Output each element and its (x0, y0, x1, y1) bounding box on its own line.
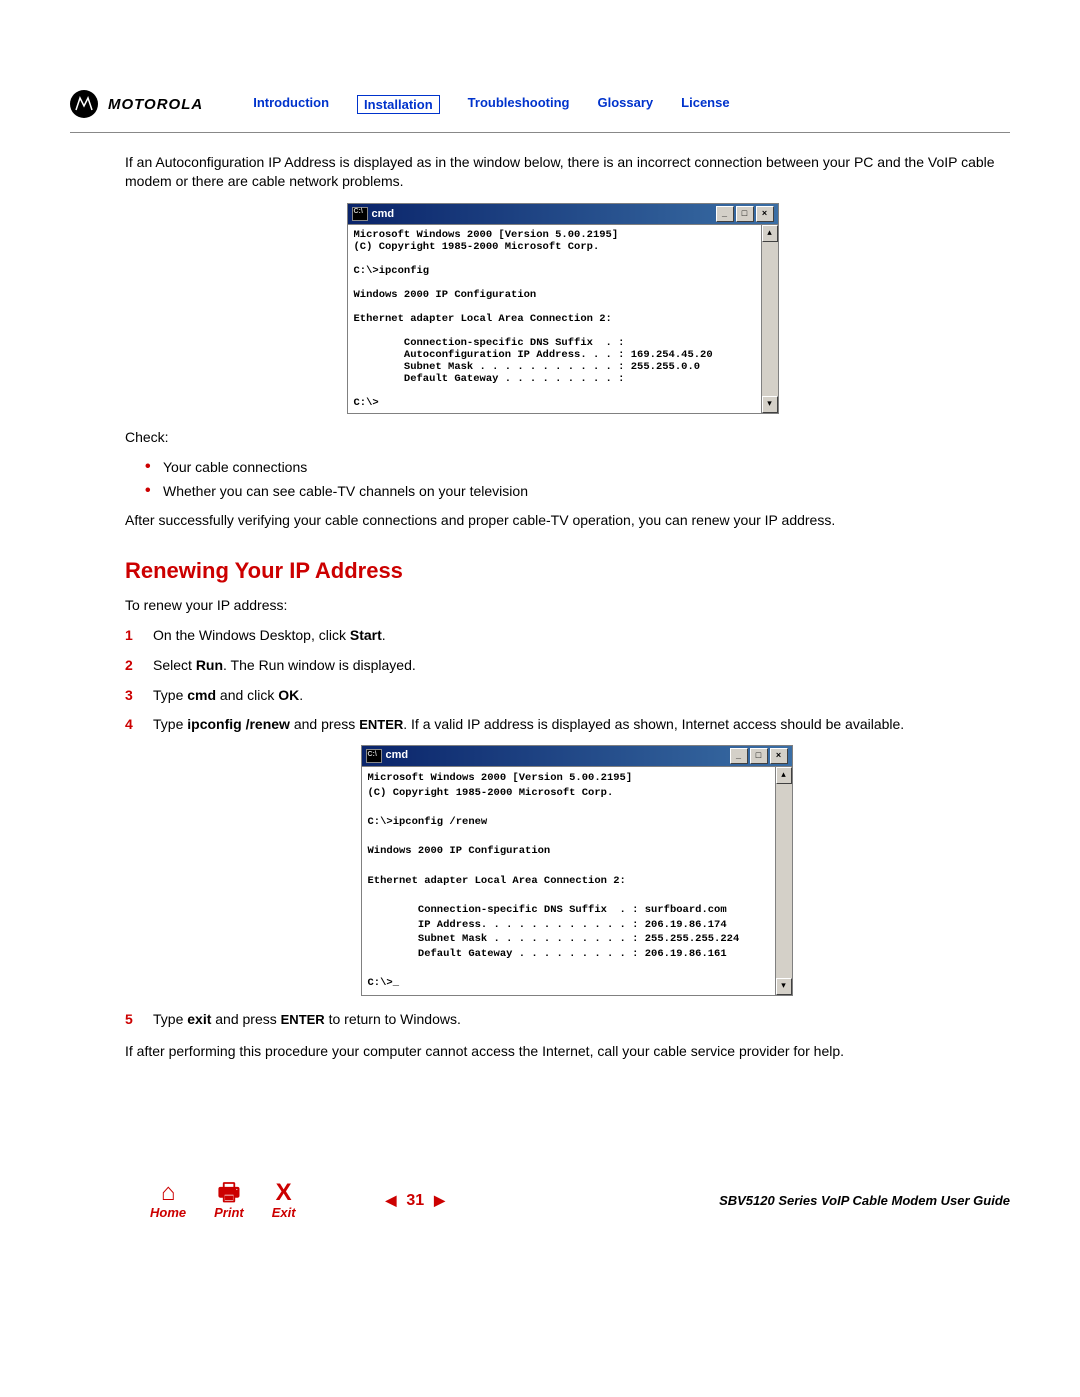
exit-button[interactable]: X Exit (272, 1181, 296, 1220)
header-divider (70, 132, 1010, 133)
maximize-button[interactable]: □ (750, 748, 768, 764)
step-2: Select Run. The Run window is displayed. (125, 656, 1000, 676)
home-icon: ⌂ (161, 1181, 176, 1205)
prev-page-button[interactable]: ◀ (386, 1192, 397, 1209)
nav-introduction[interactable]: Introduction (253, 95, 329, 114)
cmd-icon (352, 207, 368, 221)
cmd2-output: Microsoft Windows 2000 [Version 5.00.219… (362, 766, 775, 995)
intro-paragraph: If an Autoconfiguration IP Address is di… (125, 153, 1000, 191)
step-4: Type ipconfig /renew and press ENTER. If… (125, 715, 1000, 996)
nav-license[interactable]: License (681, 95, 729, 114)
motorola-logo-icon (70, 90, 98, 118)
final-paragraph: If after performing this procedure your … (125, 1042, 1000, 1061)
check-item-2: Whether you can see cable-TV channels on… (145, 483, 1000, 499)
section-heading: Renewing Your IP Address (125, 558, 1000, 584)
scroll-up-icon[interactable]: ▴ (776, 767, 792, 784)
cmd2-scrollbar[interactable]: ▴ ▾ (775, 766, 792, 995)
close-button[interactable]: × (756, 206, 774, 222)
steps-list: On the Windows Desktop, click Start. Sel… (125, 626, 1000, 1029)
page-header: MOTOROLA Introduction Installation Troub… (70, 90, 1010, 118)
cmd1-scrollbar[interactable]: ▴ ▾ (761, 224, 778, 413)
cmd-icon (366, 749, 382, 763)
check-label: Check: (125, 428, 1000, 447)
scroll-down-icon[interactable]: ▾ (762, 396, 778, 413)
page-navigator: ◀ 31 ▶ (386, 1192, 445, 1210)
scroll-down-icon[interactable]: ▾ (776, 978, 792, 995)
after-check-paragraph: After successfully verifying your cable … (125, 511, 1000, 530)
cmd2-title-text: cmd (386, 748, 409, 763)
nav-glossary[interactable]: Glossary (598, 95, 654, 114)
scroll-up-icon[interactable]: ▴ (762, 225, 778, 242)
minimize-button[interactable]: _ (716, 206, 734, 222)
cmd2-titlebar: cmd _ □ × (362, 746, 792, 766)
cmd1-titlebar: cmd _ □ × (348, 204, 778, 224)
check-list: Your cable connections Whether you can s… (125, 459, 1000, 499)
guide-title: SBV5120 Series VoIP Cable Modem User Gui… (719, 1193, 1010, 1208)
exit-icon: X (276, 1181, 292, 1205)
brand-text: MOTOROLA (108, 96, 203, 113)
renew-intro: To renew your IP address: (125, 596, 1000, 615)
cmd1-output: Microsoft Windows 2000 [Version 5.00.219… (348, 224, 761, 413)
nav-installation[interactable]: Installation (357, 95, 440, 114)
step-3: Type cmd and click OK. (125, 686, 1000, 706)
close-button[interactable]: × (770, 748, 788, 764)
top-nav: Introduction Installation Troubleshootin… (253, 95, 729, 114)
page-footer: ⌂ Home 🖶 Print X Exit ◀ 31 ▶ SBV5120 Ser… (70, 1181, 1010, 1220)
print-button[interactable]: 🖶 Print (214, 1181, 244, 1220)
page-number: 31 (406, 1192, 424, 1210)
minimize-button[interactable]: _ (730, 748, 748, 764)
step-5: Type exit and press ENTER to return to W… (125, 1010, 1000, 1030)
check-item-1: Your cable connections (145, 459, 1000, 475)
cmd-window-1: cmd _ □ × Microsoft Windows 2000 [Versio… (347, 203, 779, 414)
cmd1-title-text: cmd (372, 208, 395, 220)
print-icon: 🖶 (218, 1181, 241, 1205)
maximize-button[interactable]: □ (736, 206, 754, 222)
next-page-button[interactable]: ▶ (434, 1192, 445, 1209)
step-1: On the Windows Desktop, click Start. (125, 626, 1000, 646)
nav-troubleshooting[interactable]: Troubleshooting (468, 95, 570, 114)
cmd-window-2: cmd _ □ × Microsoft Windows 2000 [Versio… (361, 745, 793, 996)
home-button[interactable]: ⌂ Home (150, 1181, 186, 1220)
